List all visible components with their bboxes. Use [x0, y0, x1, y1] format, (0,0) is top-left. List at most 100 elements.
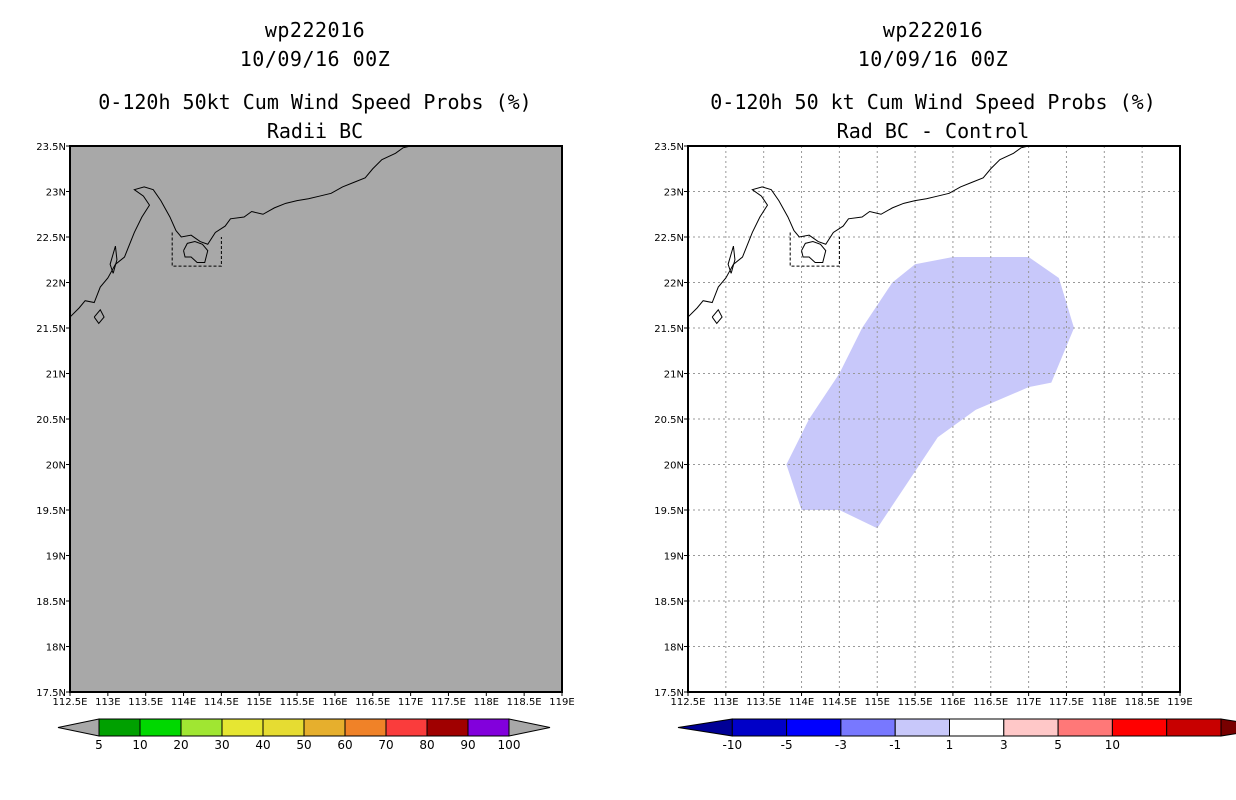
right-colorbar-swatch: [894, 718, 951, 737]
right-coastline: [687, 145, 1029, 318]
left-colorbar-label: 60: [337, 738, 352, 752]
right-subtitle: 0-120h 50 kt Cum Wind Speed Probs (%) Ra…: [658, 88, 1208, 146]
right-colorbar-label: 5: [1054, 738, 1062, 752]
right-lat-tick-label: 23N: [664, 188, 684, 199]
left-lat-tick-label: 20.5N: [36, 415, 66, 426]
left-lat-tick-label: 19.5N: [36, 506, 66, 517]
right-lat-tick-label: 18.5N: [654, 597, 684, 608]
left-colorbar-label: 50: [296, 738, 311, 752]
right-probability-difference-region: [786, 257, 1075, 529]
left-colorbar-low-arrow: [57, 718, 100, 737]
left-lon-tick-label: 118.5E: [507, 697, 542, 708]
left-title: wp222016 10/09/16 00Z: [65, 16, 565, 74]
left-lon-tick-label: 117.5E: [431, 697, 466, 708]
left-colorbar-swatch: [180, 718, 223, 737]
right-colorbar-label: 3: [1000, 738, 1008, 752]
left-lat-tick-label: 22.5N: [36, 233, 66, 244]
right-lat-tick-label: 20N: [664, 461, 684, 472]
right-lat-tick-label: 22.5N: [654, 233, 684, 244]
left-colorbar-swatch: [98, 718, 141, 737]
left-hong-kong-outline: [183, 241, 209, 263]
left-lat-tick-label: 23.5N: [36, 142, 66, 153]
right-colorbar-swatch: [1111, 718, 1168, 737]
left-lat-tick-label: 19N: [46, 552, 66, 563]
right-lat-tick-label: 21.5N: [654, 324, 684, 335]
left-colorbar-label: 10: [132, 738, 147, 752]
right-datetime: 10/09/16 00Z: [857, 47, 1009, 71]
left-lon-tick-label: 117E: [398, 697, 423, 708]
right-lon-tick-label: 117.5E: [1049, 697, 1084, 708]
left-lat-tick-label: 17.5N: [36, 688, 66, 699]
left-experiment: Radii BC: [266, 119, 364, 143]
right-lat-tick-label: 19N: [664, 552, 684, 563]
left-map-panel: 17.5N 18N 18.5N 19N 19.5N 20N 20.5N 21N 21.5N 22N…: [36, 142, 574, 708]
right-lon-tick-label: 116.5E: [973, 697, 1008, 708]
left-lat-tick-label: 22N: [46, 279, 66, 290]
left-colorbar: 5 10 20 30 40 50 60 70 80 90 100: [57, 718, 551, 752]
right-colorbar-swatch: [731, 718, 788, 737]
right-hk-boundary: [789, 232, 840, 267]
right-colorbar-swatch: [1057, 718, 1113, 737]
left-lon-tick-label: 116E: [322, 697, 347, 708]
left-colorbar-label: 100: [498, 738, 521, 752]
left-colorbar-high-arrow: [508, 718, 551, 737]
right-lon-tick-label: 113.5E: [746, 697, 781, 708]
left-colorbar-label: 30: [214, 738, 229, 752]
right-map-panel: 17.5N 18N 18.5N 19N 19.5N 20N 20.5N 21N 21.5N 22N…: [654, 142, 1192, 708]
right-colorbar-label: -5: [781, 738, 793, 752]
right-lon-tick-label: 114E: [789, 697, 814, 708]
right-colorbar-low-arrow: [677, 718, 733, 737]
right-lat-tick-label: 17.5N: [654, 688, 684, 699]
right-colorbar: -10 -5 -3 -1 1 3 5 10: [677, 718, 1236, 752]
left-colorbar-swatch: [303, 718, 346, 737]
left-coastline: [69, 145, 411, 318]
left-colorbar-label: 90: [460, 738, 475, 752]
right-colorbar-swatch: [1166, 718, 1222, 737]
left-island-outline: [109, 245, 118, 274]
left-datetime: 10/09/16 00Z: [239, 47, 391, 71]
left-colorbar-swatch: [139, 718, 182, 737]
left-hk-boundary: [171, 232, 222, 267]
right-colorbar-swatch: [840, 718, 896, 737]
left-lat-tick-label: 21N: [46, 370, 66, 381]
right-lon-tick-label: 113E: [713, 697, 738, 708]
right-colorbar-label: -3: [835, 738, 847, 752]
left-subtitle: 0-120h 50kt Cum Wind Speed Probs (%) Rad…: [40, 88, 590, 146]
left-island-outline: [93, 308, 105, 325]
right-island-outline: [727, 245, 736, 274]
left-colorbar-label: 80: [419, 738, 434, 752]
right-colorbar-swatch: [1003, 718, 1059, 737]
right-product: 0-120h 50 kt Cum Wind Speed Probs (%): [710, 90, 1156, 114]
left-lat-tick-label: 21.5N: [36, 324, 66, 335]
left-colorbar-label: 20: [173, 738, 188, 752]
left-colorbar-label: 70: [378, 738, 393, 752]
right-lon-tick-label: 115E: [865, 697, 890, 708]
right-lat-tick-label: 19.5N: [654, 506, 684, 517]
left-colorbar-swatch: [467, 718, 510, 737]
left-lon-tick-label: 119E: [549, 697, 574, 708]
right-lon-tick-label: 119E: [1167, 697, 1192, 708]
left-colorbar-swatch: [262, 718, 305, 737]
right-lon-tick-label: 118.5E: [1125, 697, 1160, 708]
left-lon-tick-label: 113E: [95, 697, 120, 708]
left-lon-tick-label: 118E: [474, 697, 499, 708]
left-colorbar-swatch: [385, 718, 428, 737]
right-lon-tick-label: 118E: [1092, 697, 1117, 708]
right-lon-tick-label: 116E: [940, 697, 965, 708]
left-product: 0-120h 50kt Cum Wind Speed Probs (%): [98, 90, 532, 114]
left-lat-tick-label: 23N: [46, 188, 66, 199]
right-lon-tick-label: 112.5E: [671, 697, 706, 708]
left-colorbar-label: 5: [95, 738, 103, 752]
left-lon-tick-label: 115E: [247, 697, 272, 708]
right-lat-tick-label: 23.5N: [654, 142, 684, 153]
left-lon-tick-label: 116.5E: [355, 697, 390, 708]
right-lon-tick-label: 115.5E: [898, 697, 933, 708]
right-lat-tick-label: 18N: [664, 643, 684, 654]
right-lat-tick-label: 21N: [664, 370, 684, 381]
left-lon-tick-label: 114E: [171, 697, 196, 708]
right-colorbar-label: 1: [946, 738, 954, 752]
left-lat-tick-label: 20N: [46, 461, 66, 472]
right-colorbar-label: 10: [1105, 738, 1120, 752]
right-colorbar-label: -1: [889, 738, 901, 752]
